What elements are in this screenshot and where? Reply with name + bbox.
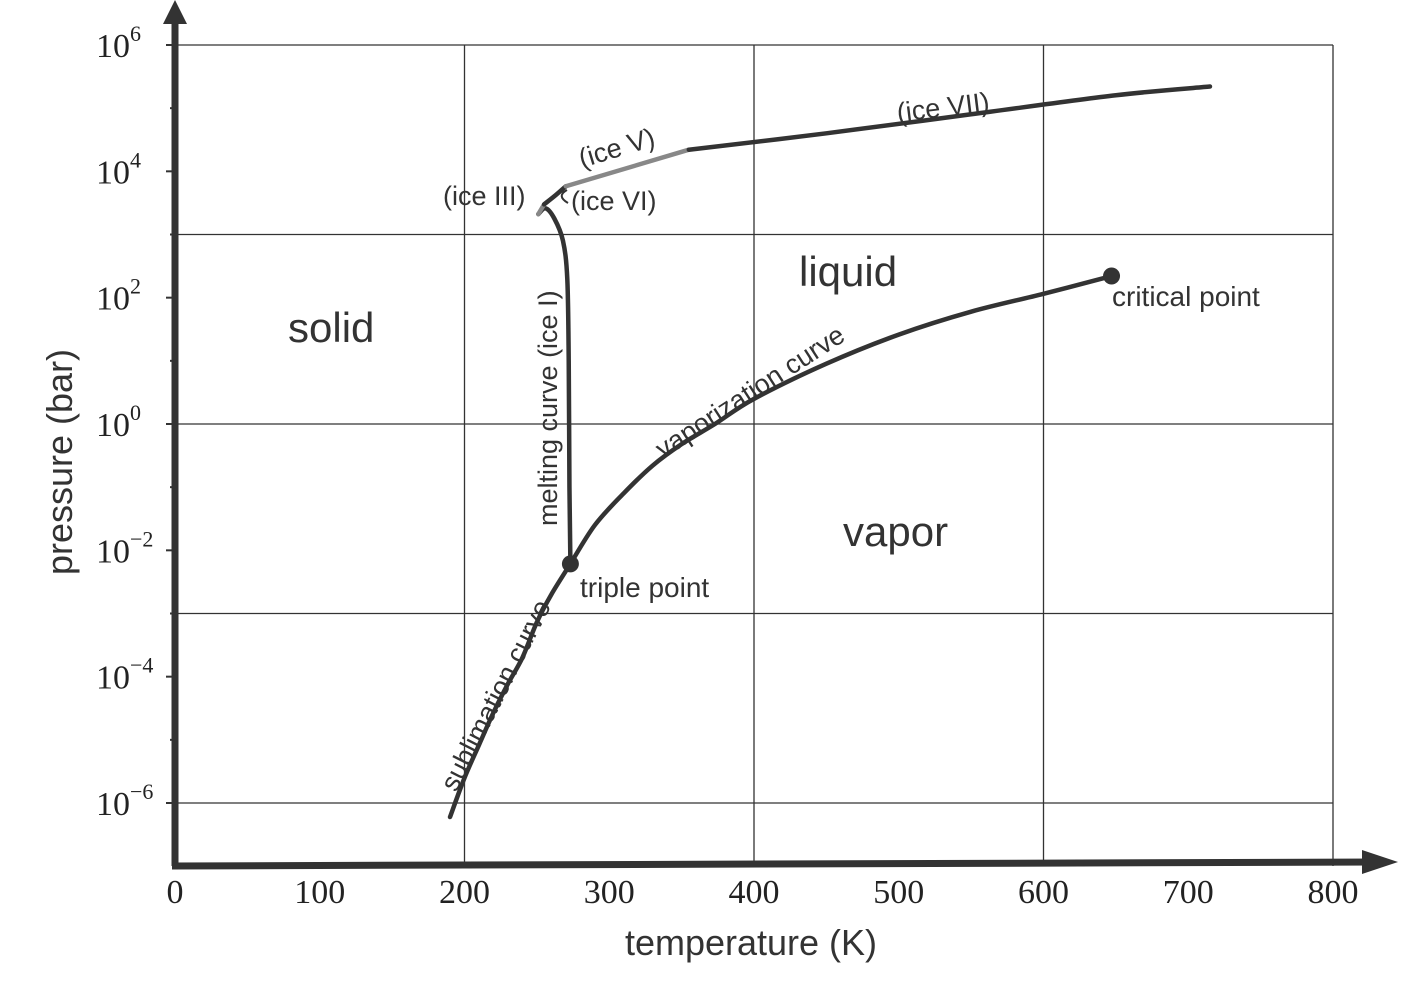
y-axis-arrow bbox=[163, 0, 187, 24]
curve-label-vaporization: vaporization curve bbox=[650, 320, 850, 465]
x-tick-label: 100 bbox=[294, 874, 345, 911]
region-label-liquid: liquid bbox=[799, 248, 897, 295]
x-tick-label: 700 bbox=[1163, 874, 1214, 911]
curve-ice-v bbox=[563, 147, 692, 189]
curve-label-ice5: (ice V) bbox=[575, 122, 658, 173]
curve-label-ice3: (ice III) bbox=[443, 181, 526, 211]
x-axis-label: temperature (K) bbox=[625, 922, 877, 963]
special-points bbox=[561, 267, 1121, 573]
x-tick-label: 500 bbox=[873, 874, 924, 911]
marker-triple-point bbox=[561, 555, 579, 573]
x-tick-label: 300 bbox=[584, 874, 635, 911]
curve-label-melting: melting curve (ice I) bbox=[533, 290, 563, 526]
y-tick-label: 10−4 bbox=[96, 653, 153, 697]
y-tick-label: 100 bbox=[96, 400, 141, 444]
curve-vaporization-curve bbox=[568, 273, 1114, 567]
x-axis-arrow bbox=[1362, 850, 1398, 874]
ice6-pointer bbox=[560, 189, 569, 204]
y-tick-label: 104 bbox=[96, 147, 141, 191]
axis-ticks: 0 100 200 300 400 500 600 700 800 106 104 102 100 10−… bbox=[96, 21, 1359, 911]
curve-ice-vii bbox=[686, 84, 1213, 152]
curve-label-ice7: (ice VII) bbox=[895, 87, 991, 128]
axes bbox=[163, 0, 1398, 874]
y-tick-label: 106 bbox=[96, 21, 141, 65]
y-tick-label: 102 bbox=[96, 274, 141, 318]
marker-critical-point bbox=[1103, 267, 1121, 285]
phase-curves bbox=[447, 84, 1213, 820]
grid bbox=[175, 44, 1334, 866]
y-tick-label: 10−6 bbox=[96, 779, 153, 823]
x-tick-label: 200 bbox=[439, 874, 490, 911]
curve-sublimation-curve bbox=[447, 561, 573, 820]
x-tick-label: 600 bbox=[1018, 874, 1069, 911]
x-tick-label: 400 bbox=[729, 874, 780, 911]
curve-melting-curve-ice-i bbox=[536, 206, 573, 567]
region-label-vapor: vapor bbox=[843, 508, 948, 555]
x-axis-line bbox=[171, 858, 1381, 870]
curve-label-ice6: (ice VI) bbox=[571, 186, 657, 216]
curve-ice-vi bbox=[541, 184, 569, 207]
y-tick-label: 10−2 bbox=[96, 526, 153, 570]
curve-label-sublimation: sublimation curve bbox=[435, 595, 557, 796]
x-tick-label: 0 bbox=[167, 874, 184, 911]
point-label-triple: triple point bbox=[580, 572, 709, 603]
region-label-solid: solid bbox=[288, 304, 374, 351]
y-axis-label: pressure (bar) bbox=[39, 349, 80, 575]
point-label-critical: critical point bbox=[1112, 281, 1260, 312]
x-tick-label: 800 bbox=[1308, 874, 1359, 911]
